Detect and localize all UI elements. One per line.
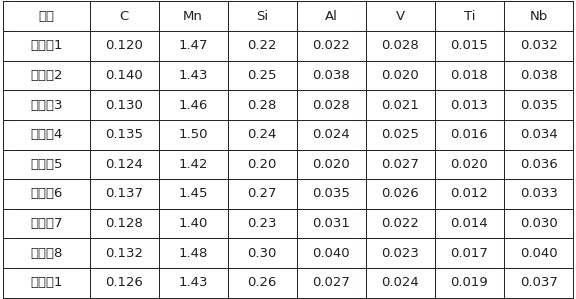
Text: 1.42: 1.42: [179, 158, 208, 171]
Text: 0.24: 0.24: [248, 128, 277, 141]
Text: 0.20: 0.20: [248, 158, 277, 171]
Text: 0.120: 0.120: [105, 39, 143, 52]
Text: 实施例3: 实施例3: [30, 99, 62, 112]
Text: Al: Al: [325, 10, 338, 23]
Text: 0.132: 0.132: [105, 247, 143, 260]
Text: 实施例1: 实施例1: [30, 39, 62, 52]
Text: Mn: Mn: [183, 10, 203, 23]
Text: 1.47: 1.47: [179, 39, 208, 52]
Text: 0.040: 0.040: [520, 247, 558, 260]
Text: 0.036: 0.036: [520, 158, 558, 171]
Text: 0.22: 0.22: [248, 39, 277, 52]
Text: 0.035: 0.035: [520, 99, 558, 112]
Text: 实施例4: 实施例4: [30, 128, 62, 141]
Text: 0.028: 0.028: [381, 39, 419, 52]
Text: 0.020: 0.020: [312, 158, 350, 171]
Text: 0.019: 0.019: [450, 276, 488, 289]
Text: 0.022: 0.022: [381, 217, 419, 230]
Text: 实施例2: 实施例2: [30, 69, 62, 82]
Text: 0.020: 0.020: [450, 158, 488, 171]
Text: Ti: Ti: [464, 10, 475, 23]
Text: 0.016: 0.016: [450, 128, 488, 141]
Text: 0.034: 0.034: [520, 128, 558, 141]
Text: 1.50: 1.50: [179, 128, 208, 141]
Text: 0.012: 0.012: [450, 187, 488, 200]
Text: 0.022: 0.022: [312, 39, 350, 52]
Text: C: C: [119, 10, 128, 23]
Text: 0.021: 0.021: [381, 99, 419, 112]
Text: 0.124: 0.124: [105, 158, 143, 171]
Text: 0.037: 0.037: [520, 276, 558, 289]
Text: 0.026: 0.026: [381, 187, 419, 200]
Text: 0.020: 0.020: [381, 69, 419, 82]
Text: 0.130: 0.130: [105, 99, 143, 112]
Text: 0.135: 0.135: [105, 128, 143, 141]
Text: 序号: 序号: [38, 10, 54, 23]
Text: 0.038: 0.038: [520, 69, 558, 82]
Text: 0.028: 0.028: [312, 99, 350, 112]
Text: V: V: [396, 10, 405, 23]
Text: 0.031: 0.031: [312, 217, 350, 230]
Text: Nb: Nb: [529, 10, 548, 23]
Text: 1.46: 1.46: [179, 99, 208, 112]
Text: 0.23: 0.23: [248, 217, 277, 230]
Text: 0.015: 0.015: [450, 39, 488, 52]
Text: 0.126: 0.126: [105, 276, 143, 289]
Text: 1.48: 1.48: [179, 247, 208, 260]
Text: 0.26: 0.26: [248, 276, 277, 289]
Text: 实施例5: 实施例5: [30, 158, 62, 171]
Text: 0.038: 0.038: [312, 69, 350, 82]
Text: 0.014: 0.014: [450, 217, 488, 230]
Text: 实施例7: 实施例7: [30, 217, 62, 230]
Text: 实施例6: 实施例6: [30, 187, 62, 200]
Text: 1.43: 1.43: [179, 69, 208, 82]
Text: 1.45: 1.45: [179, 187, 208, 200]
Text: 对比例1: 对比例1: [30, 276, 62, 289]
Text: 0.035: 0.035: [312, 187, 350, 200]
Text: 0.027: 0.027: [312, 276, 350, 289]
Text: 0.30: 0.30: [248, 247, 277, 260]
Text: 1.40: 1.40: [179, 217, 208, 230]
Text: 0.013: 0.013: [450, 99, 488, 112]
Text: 0.032: 0.032: [520, 39, 558, 52]
Text: 0.140: 0.140: [105, 69, 143, 82]
Text: 0.137: 0.137: [105, 187, 143, 200]
Text: 0.027: 0.027: [381, 158, 419, 171]
Text: 0.018: 0.018: [450, 69, 488, 82]
Text: 1.43: 1.43: [179, 276, 208, 289]
Text: 0.040: 0.040: [313, 247, 350, 260]
Text: 0.25: 0.25: [248, 69, 277, 82]
Text: Si: Si: [256, 10, 268, 23]
Text: 0.023: 0.023: [381, 247, 419, 260]
Text: 0.28: 0.28: [248, 99, 277, 112]
Text: 0.030: 0.030: [520, 217, 558, 230]
Text: 0.024: 0.024: [312, 128, 350, 141]
Text: 0.025: 0.025: [381, 128, 419, 141]
Text: 0.033: 0.033: [520, 187, 558, 200]
Text: 0.128: 0.128: [105, 217, 143, 230]
Text: 实施例8: 实施例8: [30, 247, 62, 260]
Text: 0.27: 0.27: [248, 187, 277, 200]
Text: 0.017: 0.017: [450, 247, 488, 260]
Text: 0.024: 0.024: [381, 276, 419, 289]
